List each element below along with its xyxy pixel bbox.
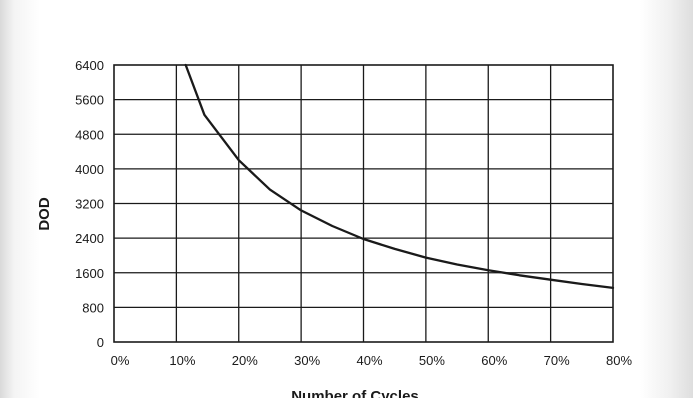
- x-axis-title: Number of Cycles: [291, 388, 419, 398]
- y-tick-labels: 6400 5600 4800 4000 3200 2400 1600 800 0: [75, 58, 104, 350]
- y-tick-label: 5600: [75, 93, 104, 108]
- x-tick-label: 30%: [294, 353, 320, 368]
- x-tick-label: 0%: [111, 353, 130, 368]
- y-tick-label: 2400: [75, 231, 104, 246]
- x-tick-label: 70%: [544, 353, 570, 368]
- series-line: [184, 63, 615, 290]
- x-tick-label: 50%: [419, 353, 445, 368]
- grid: [114, 65, 613, 342]
- y-tick-label: 0: [97, 335, 104, 350]
- y-tick-label: 1600: [75, 266, 104, 281]
- y-tick-label: 4800: [75, 127, 104, 142]
- x-tick-labels: 0% 10% 20% 30% 40% 50% 60% 70% 80%: [111, 353, 633, 368]
- series-group: [184, 63, 615, 290]
- x-tick-label: 10%: [169, 353, 195, 368]
- y-axis-title: DOD: [36, 197, 53, 231]
- x-tick-label: 40%: [356, 353, 382, 368]
- y-tick-label: 800: [82, 300, 104, 315]
- plot-frame: [113, 64, 614, 343]
- y-tick-label: 3200: [75, 197, 104, 212]
- y-tick-label: 4000: [75, 162, 104, 177]
- y-tick-label: 6400: [75, 58, 104, 73]
- x-tick-label: 80%: [606, 353, 632, 368]
- x-tick-label: 60%: [481, 353, 507, 368]
- x-tick-label: 20%: [232, 353, 258, 368]
